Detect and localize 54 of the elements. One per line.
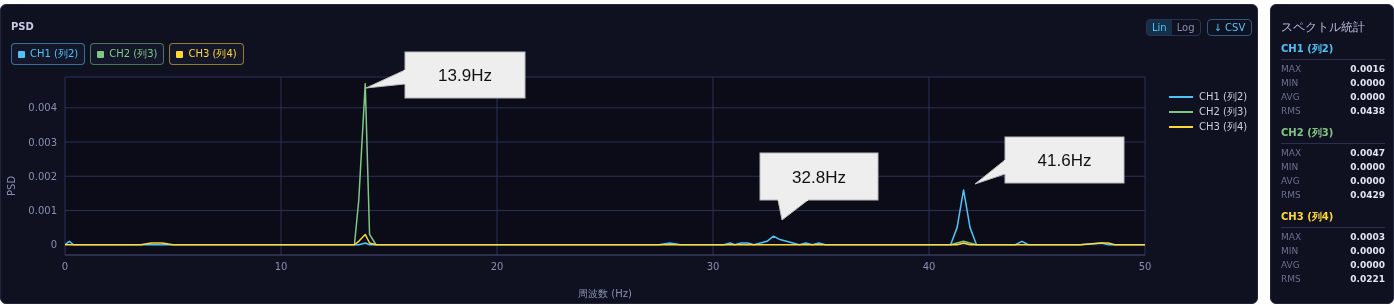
x-tick-label: 30 bbox=[706, 261, 720, 273]
y-tick-label: 0.001 bbox=[28, 205, 57, 217]
x-tick-label: 40 bbox=[922, 261, 936, 273]
text: 0.0003 bbox=[1350, 232, 1385, 242]
text: RMS bbox=[1281, 274, 1301, 284]
text: AVG bbox=[1281, 176, 1300, 186]
x-tick-label: 0 bbox=[61, 261, 69, 273]
y-tick-label: 0 bbox=[50, 239, 57, 251]
text: 0.0221 bbox=[1350, 274, 1385, 284]
text: MAX bbox=[1281, 232, 1302, 242]
text: MAX bbox=[1281, 148, 1302, 158]
text: MAX bbox=[1281, 64, 1302, 74]
text: Log bbox=[1175, 21, 1196, 35]
y-tick-label: 0.003 bbox=[28, 136, 57, 148]
text: AVG bbox=[1281, 92, 1300, 102]
annotation: 41.6Hz bbox=[1037, 151, 1092, 170]
text: CH2 (列3) bbox=[1199, 105, 1248, 117]
text: 0.0429 bbox=[1350, 190, 1385, 200]
text: MIN bbox=[1281, 246, 1299, 256]
text: 0.0000 bbox=[1350, 92, 1385, 102]
text: AVG bbox=[1281, 260, 1300, 270]
text: 0.0047 bbox=[1350, 148, 1385, 158]
x-tick-label: 50 bbox=[1138, 261, 1152, 273]
text: CH2 (列3) bbox=[1281, 126, 1385, 144]
text: 0.0016 bbox=[1350, 64, 1385, 74]
legend-label: CH2 (列3) bbox=[90, 43, 165, 65]
text: ↓ CSV bbox=[1206, 19, 1253, 36]
text: RMS bbox=[1281, 106, 1301, 116]
text: MIN bbox=[1281, 78, 1299, 88]
x-tick-label: 20 bbox=[490, 261, 504, 273]
chart-title: PSD bbox=[11, 21, 34, 32]
text: 0.0000 bbox=[1350, 78, 1385, 88]
text: MIN bbox=[1281, 162, 1299, 172]
legend-label: CH3 (列4) bbox=[1198, 119, 1248, 134]
text: 0.0438 bbox=[1350, 106, 1385, 116]
text: CH1 (列2) bbox=[30, 48, 79, 59]
text: 0.0000 bbox=[1350, 246, 1385, 256]
y-tick-label: 0.002 bbox=[28, 170, 57, 182]
text: 0.0000 bbox=[1350, 162, 1385, 172]
text: 0.0000 bbox=[1350, 176, 1385, 186]
text: スペクトル統計 bbox=[1281, 19, 1366, 36]
y-tick-label: 0.004 bbox=[28, 102, 57, 114]
text: CH1 (列2) bbox=[1281, 42, 1385, 60]
y-axis-title: PSD bbox=[5, 175, 17, 196]
text: CH3 (列4) bbox=[1281, 210, 1385, 228]
text: 0.0000 bbox=[1350, 260, 1385, 270]
text: CH3 (列4) bbox=[188, 48, 237, 59]
annotation: 13.9Hz bbox=[438, 66, 492, 85]
text: Lin bbox=[1147, 20, 1172, 35]
x-axis-title: 周波数 (Hz) bbox=[578, 288, 632, 299]
legend-label: CH1 (列2) bbox=[1198, 89, 1248, 104]
annotation: 32.8Hz bbox=[792, 167, 846, 187]
text: RMS bbox=[1281, 190, 1301, 200]
x-tick-label: 10 bbox=[274, 261, 288, 273]
